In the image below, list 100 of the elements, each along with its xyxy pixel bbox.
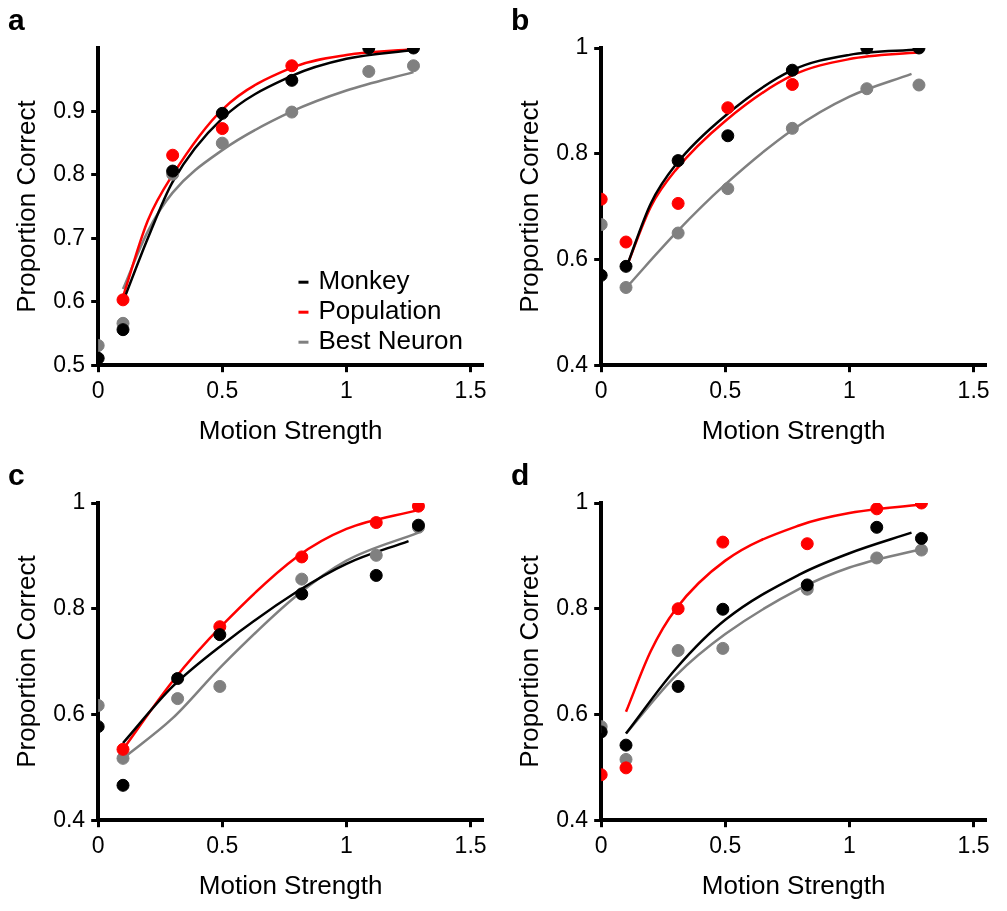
point: [411, 503, 425, 513]
point: [870, 520, 884, 534]
x-tick-label: 0.5: [206, 832, 239, 859]
x-tick-label: 0: [594, 377, 608, 404]
y-tick-label: 0.8: [53, 594, 86, 621]
point: [116, 293, 130, 307]
point: [671, 154, 685, 168]
x-tick-label: 0.5: [206, 377, 239, 404]
point: [800, 578, 814, 592]
x-axis-title: Motion Strength: [701, 869, 886, 900]
point: [116, 742, 130, 756]
y-tick-label: 0.8: [556, 139, 589, 166]
legend-label: Best Neuron: [318, 325, 464, 356]
point: [716, 641, 730, 655]
x-tick-label: 1: [340, 832, 353, 859]
point: [671, 196, 685, 210]
x-axis-title: Motion Strength: [198, 869, 383, 900]
point: [285, 59, 299, 73]
point: [215, 136, 229, 150]
chart-title: d: [511, 458, 530, 492]
point: [116, 778, 130, 792]
y-axis-title: Proportion Correct: [513, 554, 544, 768]
y-axis-title: Proportion Correct: [513, 99, 544, 313]
point: [369, 516, 383, 530]
y-tick-label: 0.5: [53, 350, 86, 377]
point: [619, 259, 633, 273]
point: [870, 551, 884, 565]
y-tick-label: 0.7: [53, 223, 86, 250]
y-tick-label: 0.9: [53, 96, 86, 123]
point: [295, 587, 309, 601]
point: [619, 235, 633, 249]
y-tick-label: 0.6: [53, 699, 86, 726]
x-axis-title: Motion Strength: [701, 414, 886, 445]
point: [295, 572, 309, 586]
x-tick-label: 1: [843, 832, 856, 859]
x-tick-label: 0.5: [709, 832, 742, 859]
y-tick-label: 0.4: [556, 805, 589, 832]
point: [914, 531, 928, 545]
point: [721, 182, 735, 196]
y-tick-label: 0.4: [556, 350, 589, 377]
point: [369, 548, 383, 562]
y-tick-label: 1: [575, 488, 589, 515]
y-axis-title: Proportion Correct: [10, 554, 41, 768]
y-axis-title: Proportion Correct: [10, 99, 41, 313]
x-tick-label: 1: [843, 377, 856, 404]
y-tick-label: 1: [72, 488, 86, 515]
x-tick-label: 1.5: [957, 377, 990, 404]
point: [860, 82, 874, 96]
point: [213, 679, 227, 693]
point: [671, 602, 685, 616]
point: [171, 692, 185, 706]
point: [716, 535, 730, 549]
point: [406, 59, 420, 73]
point: [870, 503, 884, 516]
point: [912, 78, 926, 92]
point: [619, 738, 633, 752]
point: [716, 602, 730, 616]
point: [619, 280, 633, 294]
point: [213, 628, 227, 642]
point: [721, 101, 735, 115]
x-tick-label: 0: [91, 832, 105, 859]
legend-label: Population: [318, 295, 442, 326]
point: [215, 106, 229, 120]
point: [369, 568, 383, 582]
point: [166, 148, 180, 162]
point: [785, 77, 799, 91]
chart-title: b: [511, 3, 530, 37]
x-axis-title: Motion Strength: [198, 414, 383, 445]
chart-title: c: [8, 458, 25, 492]
point: [721, 129, 735, 143]
x-tick-label: 1.5: [454, 832, 487, 859]
y-tick-label: 0.4: [53, 805, 86, 832]
point: [619, 761, 633, 775]
x-tick-label: 0.5: [709, 377, 742, 404]
point: [362, 64, 376, 78]
point: [785, 121, 799, 135]
point: [285, 105, 299, 119]
y-tick-label: 0.8: [556, 594, 589, 621]
x-tick-label: 0: [91, 377, 105, 404]
y-tick-label: 1: [575, 33, 589, 60]
legend-label: Monkey: [318, 265, 410, 296]
chart-title: a: [8, 3, 25, 37]
point: [285, 73, 299, 87]
point: [215, 122, 229, 136]
point: [671, 644, 685, 657]
point: [295, 550, 309, 564]
point: [785, 63, 799, 77]
point: [171, 672, 185, 686]
y-tick-label: 0.6: [556, 699, 589, 726]
point: [671, 679, 685, 693]
x-tick-label: 1.5: [454, 377, 487, 404]
point: [116, 323, 130, 337]
point: [914, 543, 928, 557]
x-tick-label: 1: [340, 377, 353, 404]
point: [671, 226, 685, 240]
y-tick-label: 0.8: [53, 160, 86, 187]
point: [800, 537, 814, 551]
y-tick-label: 0.6: [556, 244, 589, 271]
y-tick-label: 0.6: [53, 287, 86, 314]
x-tick-label: 0: [594, 832, 608, 859]
